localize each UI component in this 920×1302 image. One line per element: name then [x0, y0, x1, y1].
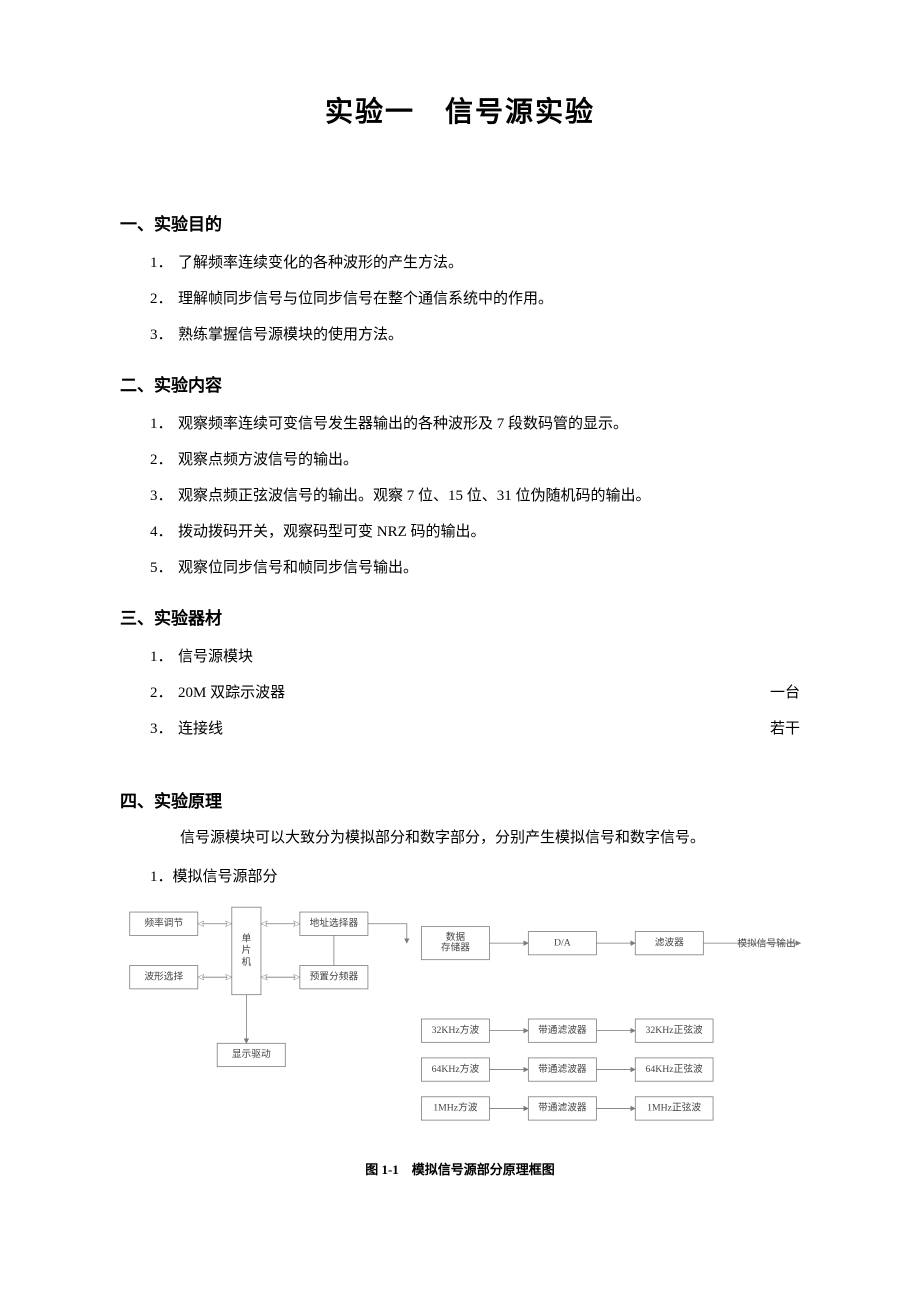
svg-text:片: 片	[242, 943, 252, 956]
section-principle-heading: 四、实验原理	[120, 787, 800, 812]
svg-text:数据: 数据	[446, 930, 466, 943]
svg-text:显示驱动: 显示驱动	[232, 1048, 271, 1060]
svg-text:1MHz正弦波: 1MHz正弦波	[647, 1101, 701, 1114]
purpose-item-2: 2．理解帧同步信号与位同步信号在整个通信系统中的作用。	[120, 281, 800, 317]
content-text-4: 拨动拨码开关，观察码型可变 NRZ 码的输出。	[178, 524, 486, 540]
equipment-text-1: 信号源模块	[178, 649, 253, 665]
content-text-2: 观察点频方波信号的输出。	[178, 452, 358, 468]
svg-text:带通滤波器: 带通滤波器	[538, 1101, 587, 1114]
svg-text:机: 机	[242, 955, 252, 968]
svg-text:滤波器: 滤波器	[655, 935, 684, 948]
equipment-item-1: 1．信号源模块	[120, 639, 800, 675]
principle-intro: 信号源模块可以大致分为模拟部分和数字部分，分别产生模拟信号和数字信号。	[120, 822, 800, 855]
diagram-figure-1-1: 频率调节波形选择单片机地址选择器预置分频器显示驱动数据存储器D/A滤波器模拟信号…	[120, 904, 800, 1139]
content-item-5: 5．观察位同步信号和帧同步信号输出。	[120, 550, 800, 586]
equipment-item-3: 3．连接线若干	[120, 711, 800, 747]
svg-text:32KHz方波: 32KHz方波	[432, 1023, 480, 1036]
content-text-3: 观察点频正弦波信号的输出。观察 7 位、15 位、31 位伪随机码的输出。	[178, 488, 651, 504]
svg-text:带通滤波器: 带通滤波器	[538, 1062, 587, 1075]
section-equipment-heading: 三、实验器材	[120, 604, 800, 629]
page-title: 实验一 信号源实验	[120, 90, 800, 130]
document-page: 实验一 信号源实验 一、实验目的 1．了解频率连续变化的各种波形的产生方法。 2…	[0, 0, 920, 1302]
svg-text:地址选择器: 地址选择器	[310, 916, 359, 929]
svg-text:频率调节: 频率调节	[144, 916, 183, 929]
block-diagram-svg: 频率调节波形选择单片机地址选择器预置分频器显示驱动数据存储器D/A滤波器模拟信号…	[120, 904, 820, 1134]
equipment-item-2: 2．20M 双踪示波器一台	[120, 675, 800, 711]
svg-text:波形选择: 波形选择	[144, 969, 183, 982]
equipment-note-2: 一台	[770, 675, 800, 711]
content-item-3: 3．观察点频正弦波信号的输出。观察 7 位、15 位、31 位伪随机码的输出。	[120, 478, 800, 514]
purpose-text-3: 熟练掌握信号源模块的使用方法。	[178, 327, 403, 343]
purpose-text-2: 理解帧同步信号与位同步信号在整个通信系统中的作用。	[178, 291, 553, 307]
section-purpose-heading: 一、实验目的	[120, 210, 800, 235]
purpose-item-3: 3．熟练掌握信号源模块的使用方法。	[120, 317, 800, 353]
content-item-2: 2．观察点频方波信号的输出。	[120, 442, 800, 478]
svg-text:带通滤波器: 带通滤波器	[538, 1023, 587, 1036]
svg-text:64KHz正弦波: 64KHz正弦波	[646, 1062, 704, 1075]
principle-sub1: 1．模拟信号源部分	[120, 861, 800, 894]
svg-text:存储器: 存储器	[441, 941, 470, 954]
content-item-4: 4．拨动拨码开关，观察码型可变 NRZ 码的输出。	[120, 514, 800, 550]
svg-text:1MHz方波: 1MHz方波	[433, 1101, 478, 1114]
equipment-text-2: 20M 双踪示波器	[178, 685, 285, 701]
svg-text:D/A: D/A	[554, 937, 571, 948]
purpose-item-1: 1．了解频率连续变化的各种波形的产生方法。	[120, 245, 800, 281]
purpose-text-1: 了解频率连续变化的各种波形的产生方法。	[178, 255, 463, 271]
content-text-5: 观察位同步信号和帧同步信号输出。	[178, 560, 418, 576]
equipment-text-3: 连接线	[178, 721, 223, 737]
section-content-heading: 二、实验内容	[120, 371, 800, 396]
svg-text:32KHz正弦波: 32KHz正弦波	[646, 1023, 704, 1036]
svg-text:预置分频器: 预置分频器	[310, 969, 359, 982]
svg-text:单: 单	[242, 933, 252, 945]
figure-1-1-caption: 图 1-1 模拟信号源部分原理框图	[120, 1159, 800, 1178]
content-text-1: 观察频率连续可变信号发生器输出的各种波形及 7 段数码管的显示。	[178, 416, 628, 432]
content-item-1: 1．观察频率连续可变信号发生器输出的各种波形及 7 段数码管的显示。	[120, 406, 800, 442]
svg-text:64KHz方波: 64KHz方波	[432, 1062, 480, 1075]
equipment-note-3: 若干	[770, 711, 800, 747]
